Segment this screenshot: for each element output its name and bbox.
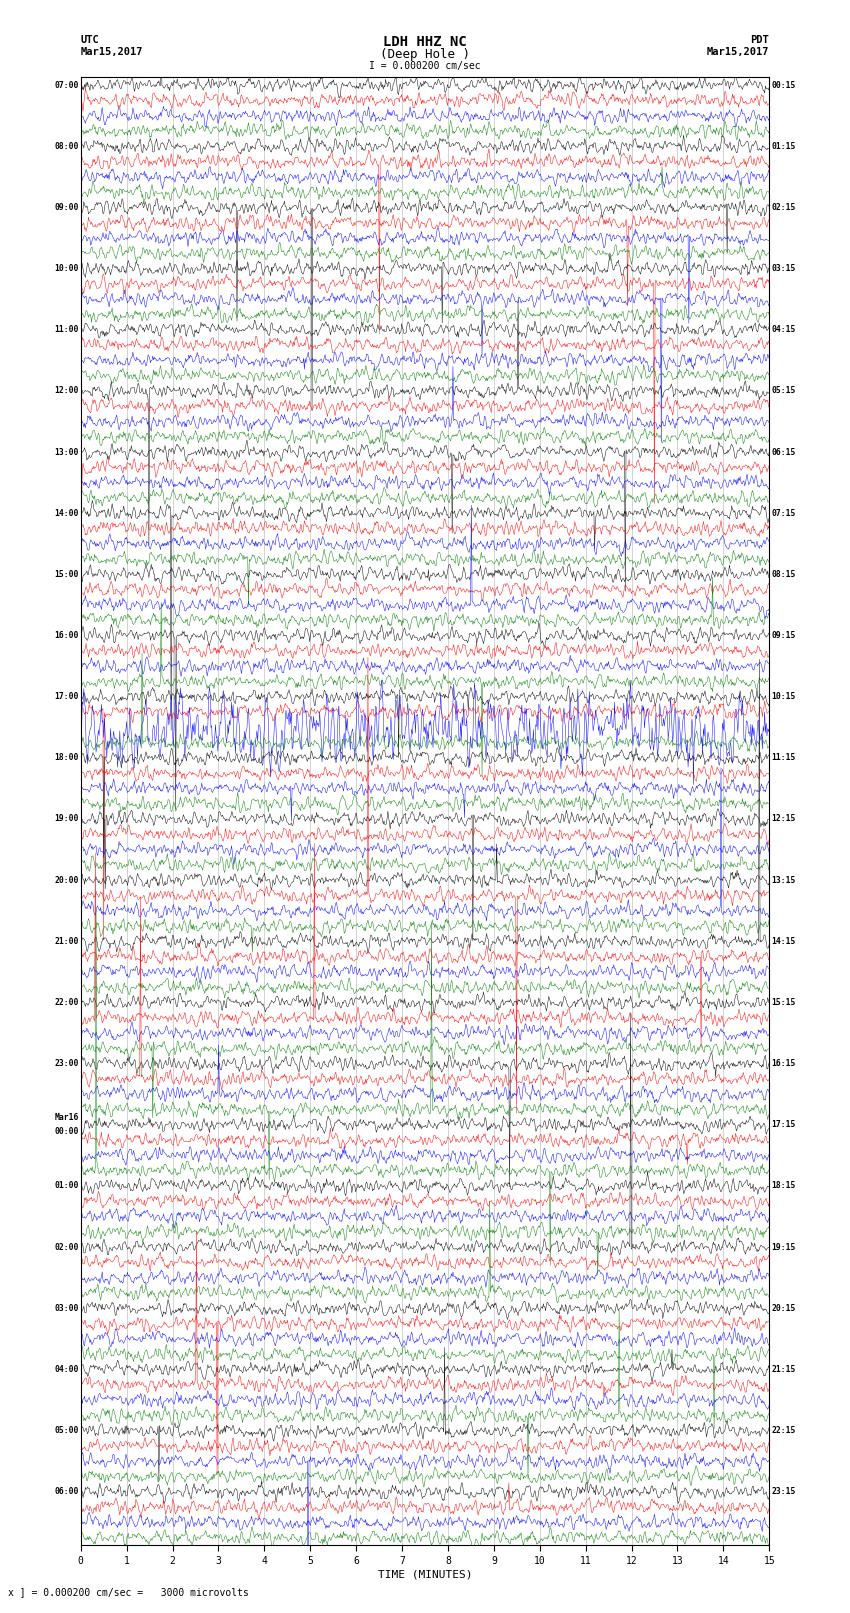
Text: 12:15: 12:15	[771, 815, 796, 824]
Text: 14:00: 14:00	[54, 508, 79, 518]
Text: 02:15: 02:15	[771, 203, 796, 211]
Text: 13:15: 13:15	[771, 876, 796, 884]
Text: 16:00: 16:00	[54, 631, 79, 640]
Text: 14:15: 14:15	[771, 937, 796, 945]
Text: 06:15: 06:15	[771, 447, 796, 456]
Text: 19:15: 19:15	[771, 1242, 796, 1252]
Text: 12:00: 12:00	[54, 387, 79, 395]
Text: x ] = 0.000200 cm/sec =   3000 microvolts: x ] = 0.000200 cm/sec = 3000 microvolts	[8, 1587, 249, 1597]
Text: 20:00: 20:00	[54, 876, 79, 884]
Text: 13:00: 13:00	[54, 447, 79, 456]
Text: 17:15: 17:15	[771, 1121, 796, 1129]
Text: Mar15,2017: Mar15,2017	[81, 47, 144, 56]
Text: 23:15: 23:15	[771, 1487, 796, 1497]
Text: 17:00: 17:00	[54, 692, 79, 702]
Text: 08:15: 08:15	[771, 569, 796, 579]
Text: 22:00: 22:00	[54, 998, 79, 1007]
Text: PDT: PDT	[751, 35, 769, 45]
Text: 19:00: 19:00	[54, 815, 79, 824]
Text: I = 0.000200 cm/sec: I = 0.000200 cm/sec	[369, 61, 481, 71]
Text: 18:15: 18:15	[771, 1181, 796, 1190]
Text: 21:15: 21:15	[771, 1365, 796, 1374]
Text: UTC: UTC	[81, 35, 99, 45]
X-axis label: TIME (MINUTES): TIME (MINUTES)	[377, 1569, 473, 1579]
Text: 00:00: 00:00	[54, 1127, 79, 1136]
Text: 04:00: 04:00	[54, 1365, 79, 1374]
Text: LDH HHZ NC: LDH HHZ NC	[383, 35, 467, 50]
Text: 03:15: 03:15	[771, 265, 796, 273]
Text: 10:15: 10:15	[771, 692, 796, 702]
Text: (Deep Hole ): (Deep Hole )	[380, 48, 470, 61]
Text: 00:15: 00:15	[771, 81, 796, 90]
Text: 09:00: 09:00	[54, 203, 79, 211]
Text: 23:00: 23:00	[54, 1060, 79, 1068]
Text: 11:00: 11:00	[54, 326, 79, 334]
Text: 02:00: 02:00	[54, 1242, 79, 1252]
Text: 03:00: 03:00	[54, 1303, 79, 1313]
Text: 07:00: 07:00	[54, 81, 79, 90]
Text: 08:00: 08:00	[54, 142, 79, 150]
Text: Mar15,2017: Mar15,2017	[706, 47, 769, 56]
Text: 01:00: 01:00	[54, 1181, 79, 1190]
Text: 21:00: 21:00	[54, 937, 79, 945]
Text: 16:15: 16:15	[771, 1060, 796, 1068]
Text: 05:00: 05:00	[54, 1426, 79, 1436]
Text: 15:15: 15:15	[771, 998, 796, 1007]
Text: 15:00: 15:00	[54, 569, 79, 579]
Text: 22:15: 22:15	[771, 1426, 796, 1436]
Text: 01:15: 01:15	[771, 142, 796, 150]
Text: 09:15: 09:15	[771, 631, 796, 640]
Text: 05:15: 05:15	[771, 387, 796, 395]
Text: 20:15: 20:15	[771, 1303, 796, 1313]
Text: 18:00: 18:00	[54, 753, 79, 763]
Text: 04:15: 04:15	[771, 326, 796, 334]
Text: 06:00: 06:00	[54, 1487, 79, 1497]
Text: 11:15: 11:15	[771, 753, 796, 763]
Text: Mar16: Mar16	[54, 1113, 79, 1123]
Text: 07:15: 07:15	[771, 508, 796, 518]
Text: 10:00: 10:00	[54, 265, 79, 273]
